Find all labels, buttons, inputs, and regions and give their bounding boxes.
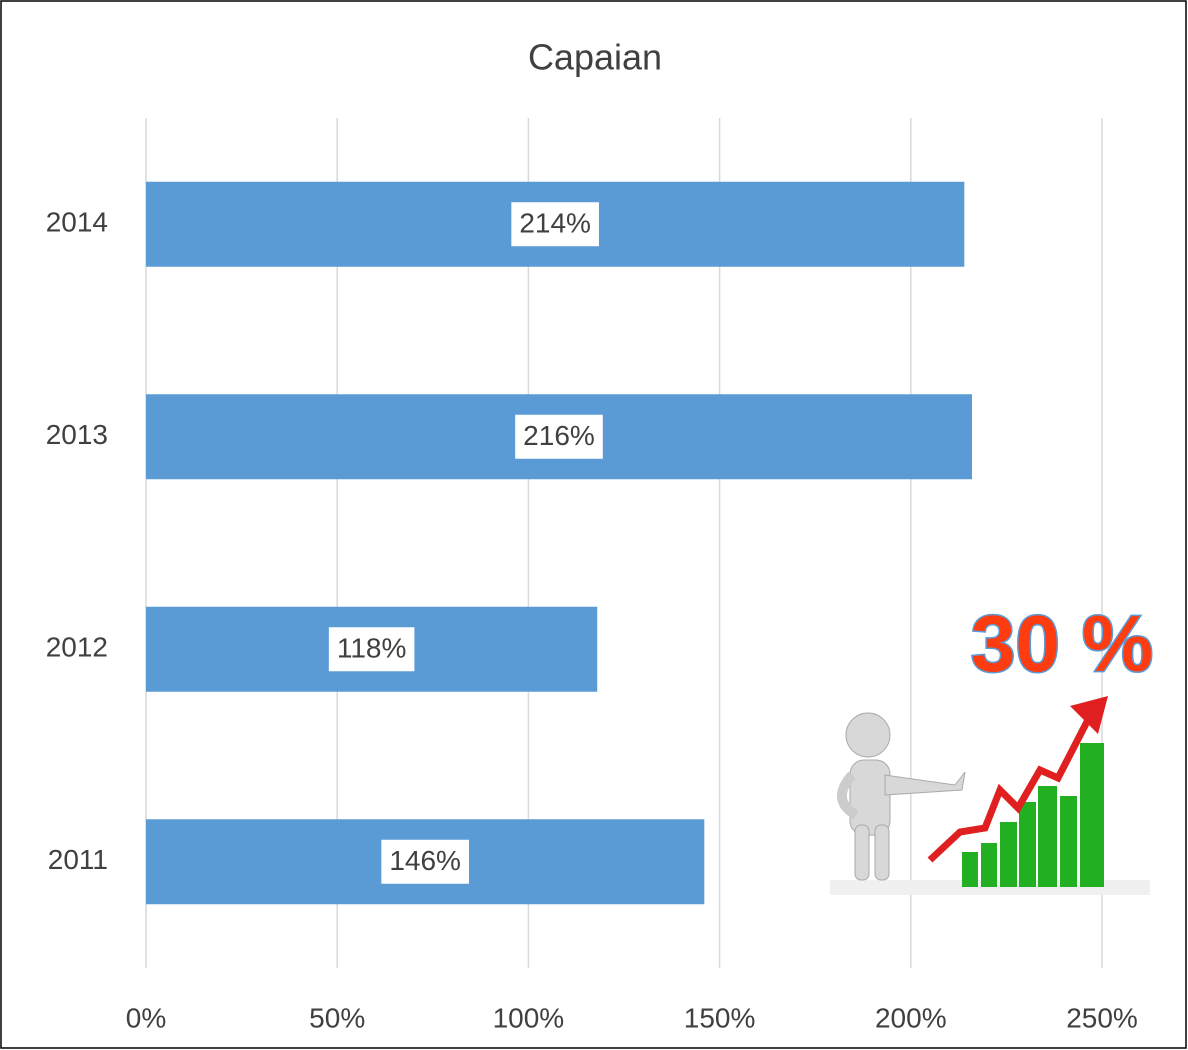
chart-title: Capaian — [528, 37, 662, 78]
value-label: 118% — [337, 633, 407, 664]
annotation: 30 % — [971, 599, 1153, 688]
value-label-box — [515, 414, 603, 459]
value-label-box — [381, 839, 469, 884]
x-tick-label: 200% — [875, 1002, 947, 1033]
y-tick-label: 2013 — [46, 419, 108, 450]
x-tick-label: 250% — [1066, 1002, 1138, 1033]
value-label: 146% — [389, 845, 461, 876]
value-label-box — [511, 202, 599, 247]
illustration-arrow — [927, 710, 1096, 863]
value-label: 214% — [519, 208, 591, 239]
illustration: 30 % — [830, 598, 1155, 895]
y-tick-label: 2014 — [46, 207, 108, 238]
x-tick-label: 100% — [493, 1002, 565, 1033]
value-label: 216% — [523, 420, 595, 451]
figure — [837, 712, 966, 881]
x-tick-label: 150% — [684, 1002, 756, 1033]
illustration-bars — [962, 743, 1104, 887]
value-label-box — [328, 627, 415, 672]
y-tick-label: 2012 — [46, 632, 108, 663]
plot-area: 0% 50% 100% 150% 200% 250% 2011 146% 2012 118% 201… — [46, 118, 1138, 1033]
arrow-head — [1070, 696, 1108, 734]
x-tick-label: 50% — [309, 1002, 365, 1033]
y-tick-label: 2011 — [48, 844, 108, 875]
x-tick-label: 0% — [126, 1002, 166, 1033]
